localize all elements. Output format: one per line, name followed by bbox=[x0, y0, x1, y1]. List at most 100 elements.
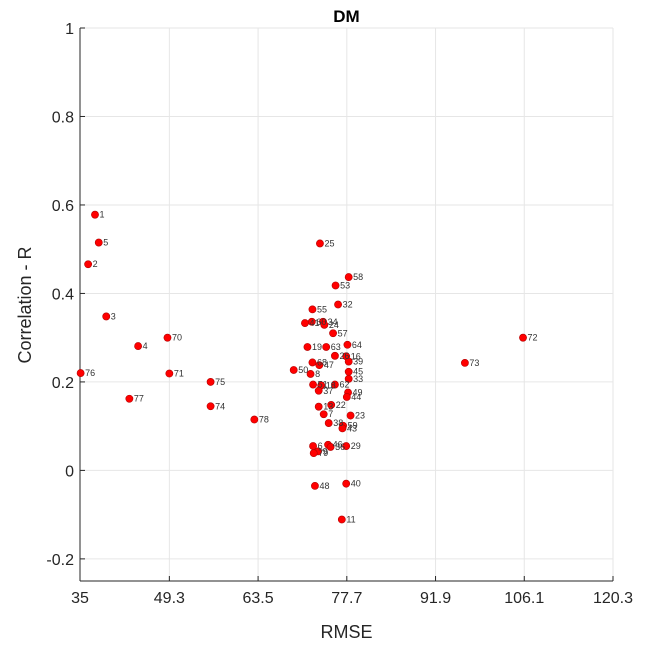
data-point bbox=[308, 358, 317, 367]
data-point-label: 62 bbox=[339, 380, 349, 390]
data-point-label: 11 bbox=[346, 515, 355, 525]
data-point-label: 5 bbox=[103, 238, 108, 248]
data-point-label: 13 bbox=[323, 402, 333, 412]
data-point bbox=[331, 281, 340, 290]
data-point bbox=[314, 402, 323, 411]
data-point bbox=[303, 343, 312, 351]
x-tick-label: 35 bbox=[71, 590, 89, 607]
data-point bbox=[342, 479, 351, 488]
data-point bbox=[344, 367, 353, 376]
data-point-label: 48 bbox=[319, 481, 329, 491]
data-point bbox=[165, 369, 174, 378]
data-point bbox=[301, 319, 309, 327]
data-point-label: 60 bbox=[316, 317, 326, 327]
data-point-label: 58 bbox=[353, 272, 363, 282]
data-point-label: 26 bbox=[339, 351, 349, 361]
data-point bbox=[337, 515, 346, 524]
data-point-label: 75 bbox=[215, 377, 225, 387]
data-point-label: 19 bbox=[312, 342, 322, 352]
data-point-label: 41 bbox=[309, 318, 319, 328]
data-point bbox=[309, 449, 318, 458]
x-tick-label: 91.9 bbox=[420, 590, 451, 607]
data-point bbox=[311, 481, 319, 490]
data-point-label: 7 bbox=[328, 409, 333, 419]
data-point bbox=[519, 333, 527, 342]
data-point-label: 49 bbox=[353, 388, 363, 398]
data-point bbox=[314, 386, 323, 395]
data-point-label: 55 bbox=[317, 304, 327, 314]
data-point bbox=[327, 401, 336, 409]
data-point bbox=[322, 343, 331, 351]
data-point bbox=[309, 380, 317, 389]
axes: 35 49.3 63.5 77.7 91.9 106.1 120.3-0.200.20.40… bbox=[46, 21, 633, 607]
data-point bbox=[344, 273, 353, 281]
x-axis-label: RMSE bbox=[320, 622, 372, 642]
data-point-label: 23 bbox=[355, 411, 365, 421]
data-point-label: 34 bbox=[328, 317, 338, 327]
data-point-label: 46 bbox=[333, 440, 343, 450]
data-point-label: 4 bbox=[143, 341, 148, 351]
data-point-label: 77 bbox=[134, 394, 144, 404]
data-point-label: 59 bbox=[348, 421, 358, 431]
y-tick-label: -0.2 bbox=[46, 552, 74, 569]
data-point-label: 16 bbox=[351, 351, 361, 361]
data-point-label: 72 bbox=[528, 333, 538, 343]
y-tick-label: 0.2 bbox=[52, 375, 74, 392]
data-point bbox=[316, 239, 324, 248]
data-point bbox=[324, 419, 333, 427]
data-point bbox=[331, 380, 339, 389]
data-point-label: 68 bbox=[317, 357, 327, 367]
x-tick-label: 120.3 bbox=[593, 590, 633, 607]
data-point bbox=[334, 300, 342, 309]
data-point-label: 24 bbox=[329, 320, 339, 330]
data-point bbox=[289, 366, 298, 374]
data-point bbox=[461, 358, 469, 367]
y-tick-label: 1 bbox=[65, 21, 74, 38]
data-point-label: 51 bbox=[318, 380, 328, 390]
data-point-label: 9 bbox=[323, 446, 328, 456]
data-point bbox=[84, 260, 93, 269]
data-point bbox=[344, 374, 353, 383]
data-point-label: 53 bbox=[340, 280, 350, 290]
data-point bbox=[320, 320, 329, 329]
data-point bbox=[91, 210, 99, 219]
data-point-label: 22 bbox=[336, 400, 346, 410]
data-point-label: 36 bbox=[335, 442, 345, 452]
data-point bbox=[315, 361, 324, 370]
data-point bbox=[344, 357, 353, 366]
data-point-label: 2 bbox=[93, 259, 98, 269]
data-point bbox=[326, 443, 335, 451]
data-point bbox=[331, 351, 339, 360]
y-tick-label: 0.6 bbox=[52, 198, 74, 215]
data-point bbox=[163, 333, 172, 342]
data-point bbox=[319, 410, 328, 419]
data-point-label: 50 bbox=[298, 365, 308, 375]
data-point bbox=[125, 394, 134, 403]
data-point-label: 18 bbox=[326, 380, 336, 390]
data-point-label: 43 bbox=[347, 423, 357, 433]
data-point-label: 44 bbox=[351, 392, 361, 402]
data-point-label: 1 bbox=[99, 210, 104, 220]
data-point bbox=[342, 393, 351, 401]
data-point-label: 38 bbox=[333, 418, 343, 428]
data-point bbox=[346, 411, 355, 420]
data-point bbox=[329, 329, 337, 338]
data-point-label: 37 bbox=[323, 386, 333, 396]
data-point-label: 29 bbox=[351, 441, 361, 451]
data-point-label: 3 bbox=[111, 311, 116, 321]
data-point-label: 79 bbox=[318, 448, 328, 458]
x-tick-label: 77.7 bbox=[331, 590, 362, 607]
y-tick-label: 0 bbox=[65, 463, 74, 480]
data-point bbox=[206, 378, 215, 386]
y-axis-label: Correlation - R bbox=[15, 246, 35, 363]
data-point-label: 47 bbox=[324, 360, 334, 370]
data-point-label: 8 bbox=[315, 369, 320, 379]
data-point-label: 45 bbox=[353, 367, 363, 377]
data-point-label: 6 bbox=[318, 441, 323, 451]
y-tick-label: 0.4 bbox=[52, 286, 74, 303]
data-point bbox=[338, 424, 347, 433]
data-point-label: 32 bbox=[343, 300, 353, 310]
data-point bbox=[134, 342, 143, 350]
